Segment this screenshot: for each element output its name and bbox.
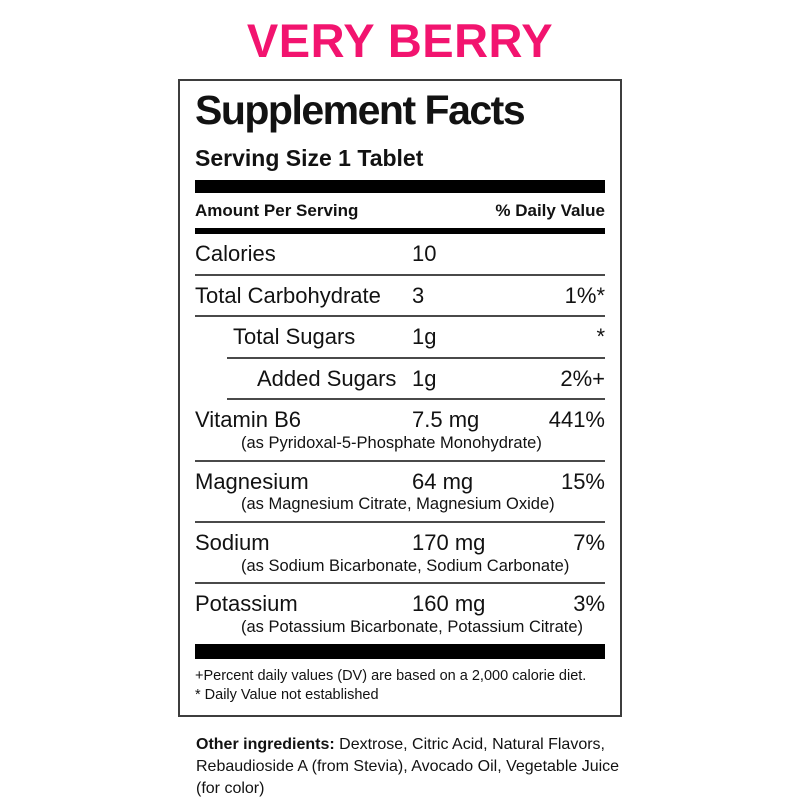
nutrient-amount: 10 [412, 241, 437, 267]
serving-size: Serving Size 1 Tablet [195, 145, 424, 172]
column-header-dv: % Daily Value [495, 201, 605, 221]
row-separator-inset [227, 356, 605, 359]
other-ingredients-line2: Rebaudioside A (from Stevia), Avocado Oi… [196, 757, 620, 798]
footnotes: +Percent daily values (DV) are based on … [195, 667, 605, 705]
column-header-row: Amount Per Serving % Daily Value [195, 193, 605, 228]
nutrient-dv: 15% [560, 468, 605, 494]
nutrient-amount: 3 [412, 282, 425, 308]
column-header-amount: Amount Per Serving [195, 201, 359, 221]
divider-bar-thick-bottom [195, 643, 605, 659]
nutrient-row-potassium: Potassium 160 mg 3% (as Potassium Bicarb… [195, 584, 605, 637]
nutrient-row-added-sugars: Added Sugars 1g 2%+ [195, 359, 605, 401]
footnote-dv: +Percent daily values (DV) are based on … [195, 667, 587, 684]
panel-heading: Supplement Facts [195, 87, 526, 133]
nutrient-label: Potassium [195, 591, 298, 617]
nutrient-dv: 2%+ [560, 365, 605, 391]
nutrient-label: Sodium [195, 530, 270, 556]
flavor-title: VERY BERRY [246, 14, 554, 67]
nutrient-label: Total Carbohydrate [195, 282, 381, 308]
nutrient-dv: * [596, 324, 605, 350]
divider-bar-thin [195, 228, 605, 235]
row-separator [195, 459, 605, 462]
other-ingredients-line1: Dextrose, Citric Acid, Natural Flavors, [334, 735, 605, 753]
nutrient-dv: 3% [573, 591, 605, 617]
footnote-not-established: * Daily Value not established [195, 686, 379, 703]
nutrient-row-magnesium: Magnesium 64 mg 15% (as Magnesium Citrat… [195, 462, 605, 524]
nutrient-source: (as Potassium Bicarbonate, Potassium Cit… [241, 617, 584, 636]
divider-bar-thick-top [195, 180, 605, 194]
nutrient-dv: 7% [573, 530, 605, 556]
other-ingredients: Other ingredients: Dextrose, Citric Acid… [196, 734, 622, 800]
other-ingredients-label: Other ingredients: [196, 735, 335, 753]
row-separator [195, 521, 605, 524]
nutrient-label: Magnesium [195, 468, 309, 494]
nutrient-source: (as Sodium Bicarbonate, Sodium Carbonate… [241, 556, 570, 575]
nutrient-amount: 7.5 mg [412, 407, 480, 433]
nutrient-dv: 441% [548, 407, 605, 433]
nutrient-row-vitamin-b6: Vitamin B6 7.5 mg 441% (as Pyridoxal-5-P… [195, 400, 605, 462]
row-separator-inset [227, 398, 605, 401]
nutrient-amount: 160 mg [412, 591, 486, 617]
nutrient-row-sodium: Sodium 170 mg 7% (as Sodium Bicarbonate,… [195, 523, 605, 585]
nutrient-dv: 1%* [564, 282, 605, 308]
nutrient-row-total-sugars: Total Sugars 1g * [195, 317, 605, 359]
nutrient-amount: 1g [412, 324, 437, 350]
row-separator [195, 315, 605, 318]
nutrient-label: Vitamin B6 [195, 407, 301, 433]
row-separator [195, 582, 605, 585]
nutrient-amount: 1g [412, 365, 437, 391]
supplement-facts-panel: Supplement Facts Serving Size 1 Tablet A… [178, 79, 622, 717]
nutrient-amount: 170 mg [412, 530, 486, 556]
nutrient-amount: 64 mg [412, 468, 474, 494]
nutrient-label: Total Sugars [233, 324, 356, 350]
nutrient-label: Added Sugars [257, 365, 397, 391]
nutrient-row-total-carbohydrate: Total Carbohydrate 3 1%* [195, 276, 605, 318]
nutrient-source: (as Magnesium Citrate, Magnesium Oxide) [241, 495, 555, 514]
nutrient-label: Calories [195, 241, 276, 267]
nutrient-row-calories: Calories 10 [195, 234, 605, 276]
label-footer: Other ingredients: Dextrose, Citric Acid… [178, 734, 622, 800]
nutrient-source: (as Pyridoxal-5-Phosphate Monohydrate) [241, 433, 542, 452]
row-separator [195, 273, 605, 276]
